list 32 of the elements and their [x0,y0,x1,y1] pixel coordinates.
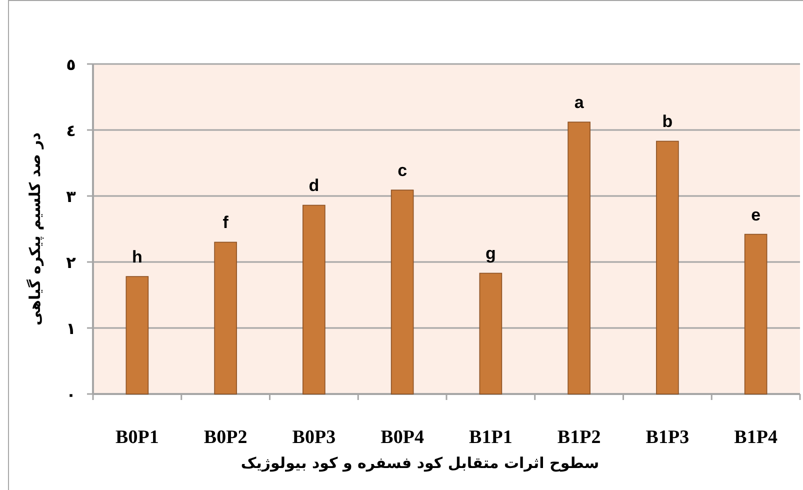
x-tick-label: B0P1 [116,427,159,448]
bar [656,140,679,394]
bar [744,234,768,394]
x-tick-label: B1P4 [734,427,778,448]
bar [390,190,414,394]
annotation: d [308,176,320,196]
x-tick-label: B0P4 [380,427,424,448]
bar [479,272,502,394]
y-tick-label: ٠ [66,385,76,404]
y-axis-title: در صد کلسیم پیکره گیاهی [26,132,44,326]
bar [302,204,326,394]
bar [214,242,237,394]
annotation: f [222,213,229,232]
annotation: b [662,112,673,132]
x-axis-title: سطوح اثرات متقابل کود فسفره و کود بیولوژیک [240,454,600,472]
x-tick-label: B1P2 [557,427,601,448]
annotation: g [485,244,496,264]
x-tick-label: B0P3 [292,427,336,448]
annotation: a [574,93,584,112]
annotation: e [751,205,761,224]
annotation: c [398,161,408,180]
annotation: h [132,248,142,267]
x-tick-label: B1P3 [646,427,690,448]
bar [568,122,590,394]
y-tick-label: ١ [66,319,76,338]
x-tick-label: B0P2 [204,427,248,448]
y-tick-label: ٥ [66,55,76,74]
bar [126,276,149,394]
y-tick-label: ٤ [66,121,76,140]
y-tick-label: ٢ [66,253,76,272]
x-tick-label: B1P1 [469,427,512,448]
y-tick-label: ٣ [66,187,76,206]
